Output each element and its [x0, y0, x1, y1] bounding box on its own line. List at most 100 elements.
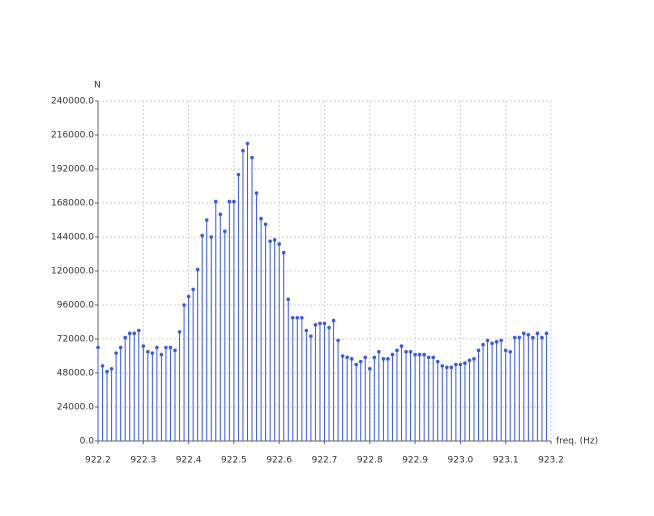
stem-marker [449, 365, 454, 370]
stem-marker [390, 352, 395, 357]
x-tick-label: 922.5 [221, 456, 247, 466]
stem-marker [476, 348, 481, 353]
stem-marker [413, 352, 417, 357]
stem-marker [494, 340, 499, 344]
stem-marker [164, 345, 168, 350]
stem-marker [377, 349, 381, 354]
stem-marker [209, 235, 214, 239]
stem-marker [508, 349, 513, 354]
stem-marker [363, 355, 368, 360]
stem-marker [114, 351, 118, 355]
stem-marker [241, 148, 245, 153]
stem-marker [218, 212, 223, 217]
stem-marker [105, 369, 109, 374]
x-tick-label: 922.4 [176, 456, 202, 466]
y-tick-label: 216000.0 [51, 131, 94, 141]
stem-marker [286, 297, 291, 302]
stem-marker [236, 172, 241, 177]
stem-marker [458, 362, 463, 367]
stem-marker [141, 344, 146, 348]
stem-marker [318, 321, 322, 326]
stem-marker [481, 342, 485, 347]
stem-marker [195, 267, 200, 272]
x-axis-label: freq. (Hz) [556, 437, 598, 447]
x-tick-label: 922.2 [85, 456, 111, 466]
y-tick-label: 144000.0 [51, 233, 94, 243]
stem-marker [168, 345, 173, 350]
stem-marker [96, 345, 100, 350]
stem-marker [223, 229, 227, 234]
stem-marker [173, 348, 177, 353]
stem-marker [327, 325, 331, 330]
stem-marker [182, 303, 186, 307]
stem-marker [295, 315, 300, 320]
stem-marker [435, 359, 440, 364]
stem-marker [186, 294, 191, 299]
stem-marker [123, 335, 127, 340]
stem-marker [422, 352, 426, 357]
x-tick-label: 923.0 [448, 456, 474, 466]
y-tick-label: 240000.0 [51, 97, 94, 107]
x-tick-label: 923.2 [538, 456, 564, 466]
stem-marker [213, 199, 218, 204]
stem-marker [204, 218, 209, 222]
stem-marker [368, 366, 372, 371]
stem-marker [531, 335, 535, 340]
y-tick-label: 72000.0 [57, 335, 94, 345]
stem-marker [467, 358, 472, 363]
stem-marker [472, 357, 476, 361]
stem-marker [304, 328, 309, 333]
stem-marker [127, 331, 132, 336]
stem-marker [544, 331, 549, 336]
y-tick-label: 0.0 [80, 437, 95, 447]
stem-marker [245, 141, 250, 146]
stem-marker [499, 338, 503, 343]
stem-marker [132, 331, 137, 336]
stem-marker [417, 352, 422, 357]
stem-marker [485, 338, 490, 343]
x-tick-label: 922.6 [266, 456, 292, 466]
stem-marker [281, 250, 286, 255]
stem-marker [358, 359, 363, 364]
stem-marker [155, 345, 159, 350]
stem-marker [395, 348, 399, 353]
stem-marker [118, 345, 123, 350]
stem-marker [313, 323, 318, 327]
stem-marker [309, 334, 313, 338]
stem-marker [512, 335, 517, 340]
stem-marker [540, 335, 544, 340]
stem-marker [232, 199, 236, 204]
stem-marker [386, 357, 390, 361]
stem-marker [300, 315, 304, 320]
y-axis-label: N [94, 81, 101, 91]
stem-marker [404, 349, 408, 354]
stem-marker [254, 191, 259, 195]
y-tick-label: 96000.0 [57, 301, 94, 311]
stem-marker [146, 349, 150, 354]
stem-marker [408, 349, 413, 354]
y-tick-label: 120000.0 [51, 267, 94, 277]
x-tick-label: 923.1 [493, 456, 519, 466]
stem-marker [322, 321, 327, 326]
stem-marker [526, 332, 531, 337]
x-tick-label: 922.3 [130, 456, 156, 466]
stem-marker [463, 361, 467, 365]
stem-marker [399, 344, 404, 348]
x-tick-label: 922.9 [402, 456, 428, 466]
stem-marker [336, 338, 340, 343]
stem-marker [290, 315, 295, 320]
stem-marker [445, 365, 449, 370]
stem-marker [268, 239, 272, 244]
stem-marker [354, 362, 359, 367]
stem-marker [431, 355, 436, 360]
y-tick-label: 168000.0 [51, 199, 94, 209]
stem-marker [109, 366, 114, 371]
stem-marker [272, 238, 277, 242]
y-tick-label: 192000.0 [51, 165, 94, 175]
stem-marker [503, 348, 508, 353]
stem-marker [159, 352, 164, 357]
stem-marker [349, 357, 354, 361]
stem-marker [259, 216, 263, 221]
stem-marker [331, 318, 336, 323]
